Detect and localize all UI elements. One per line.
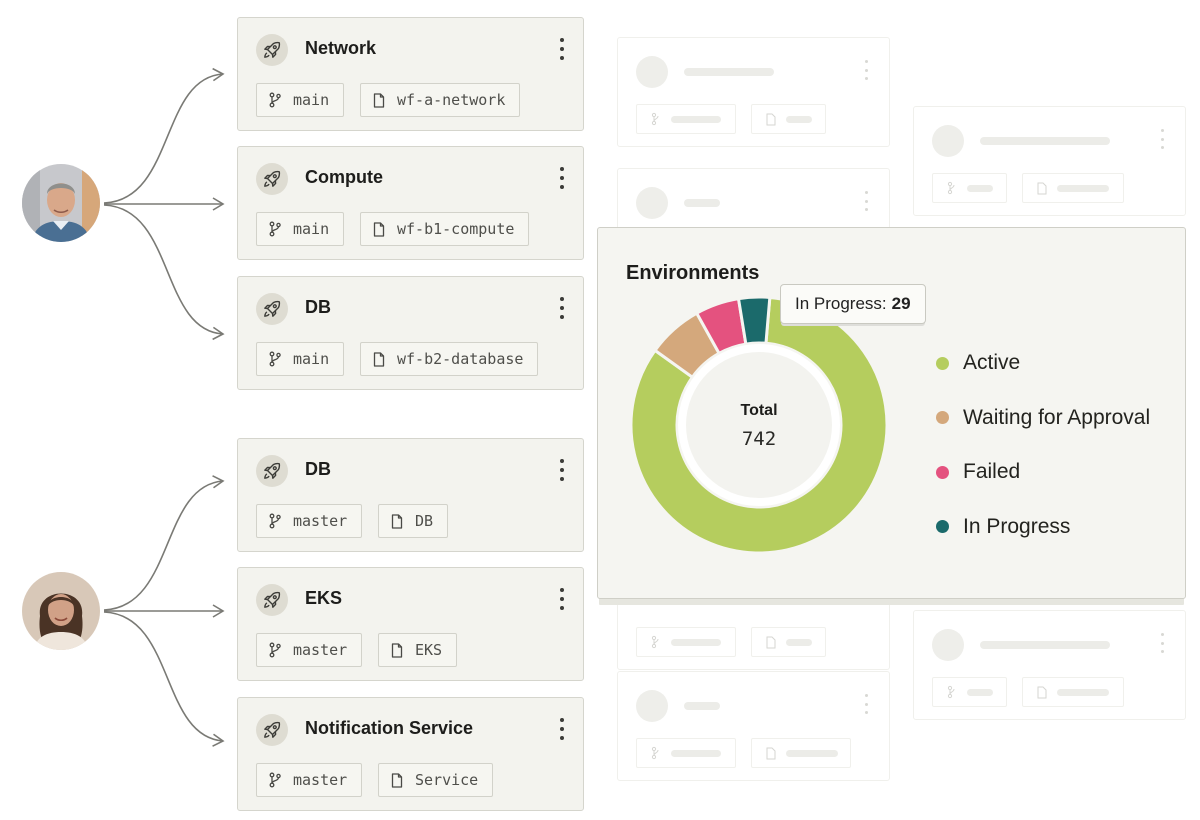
chart-tooltip: In Progress: 29 (780, 284, 926, 324)
legend-label: Waiting for Approval (963, 405, 1151, 429)
branch-tag[interactable]: main (256, 342, 345, 376)
branch-name: master (293, 512, 348, 530)
environments-donut-chart: Total 742 (629, 295, 889, 555)
more-vertical-icon[interactable] (557, 459, 567, 481)
ghost-card (617, 37, 890, 147)
donut-center-total: 742 (742, 428, 776, 450)
rocket-icon (256, 293, 288, 325)
legend-dot (936, 356, 949, 370)
file-icon (391, 513, 403, 529)
workflow-card-db[interactable]: DB master DB (237, 438, 584, 552)
file-tag[interactable]: wf-b2-database (360, 342, 539, 376)
donut-hole (686, 352, 832, 498)
legend-item-waiting-for-approval[interactable]: Waiting for Approval (936, 391, 1150, 446)
rocket-icon (256, 584, 288, 616)
file-tag[interactable]: wf-a-network (360, 83, 521, 117)
donut-slice-in-progress[interactable] (736, 295, 772, 346)
connector-notification (103, 611, 225, 747)
donut-center-label: Total (740, 402, 777, 419)
branch-name: main (293, 220, 330, 238)
connector-db-1 (103, 204, 225, 341)
file-icon (391, 772, 403, 788)
avatar-man (22, 164, 100, 242)
tooltip-label: In Progress: (795, 294, 887, 313)
connector-network (103, 67, 225, 204)
branch-tag[interactable]: main (256, 83, 345, 117)
workflow-card-notification-service[interactable]: Notification Service master Service (237, 697, 584, 811)
git-branch-icon (269, 351, 281, 367)
file-icon (373, 92, 385, 108)
more-vertical-icon[interactable] (557, 167, 567, 189)
more-vertical-icon[interactable] (557, 38, 567, 60)
panel-title: Environments (626, 262, 760, 284)
branch-tag[interactable]: master (256, 504, 363, 538)
branch-name: main (293, 350, 330, 368)
card-title: Notification Service (305, 718, 474, 738)
avatar-woman (22, 572, 100, 650)
card-title: DB (305, 459, 331, 479)
git-branch-icon (269, 642, 281, 658)
file-name: EKS (415, 641, 443, 659)
rocket-icon (256, 163, 288, 195)
git-branch-icon (269, 221, 281, 237)
file-icon (373, 221, 385, 237)
card-title: EKS (305, 588, 343, 608)
legend-item-active[interactable]: Active (936, 336, 1150, 391)
branch-name: master (293, 641, 348, 659)
file-tag[interactable]: EKS (378, 633, 458, 667)
file-icon (391, 642, 403, 658)
file-name: wf-b1-compute (397, 220, 515, 238)
legend-label: In Progress (963, 514, 1071, 538)
file-name: Service (415, 771, 479, 789)
rocket-icon (256, 455, 288, 487)
file-tag[interactable]: DB (378, 504, 449, 538)
more-vertical-icon[interactable] (557, 718, 567, 740)
more-vertical-icon[interactable] (557, 588, 567, 610)
branch-name: master (293, 771, 348, 789)
rocket-icon (256, 34, 288, 66)
legend-dot (936, 520, 949, 534)
git-branch-icon (269, 772, 281, 788)
file-tag[interactable]: wf-b1-compute (360, 212, 530, 246)
legend-item-in-progress[interactable]: In Progress (936, 500, 1150, 555)
card-title: Compute (305, 167, 383, 187)
legend-item-failed[interactable]: Failed (936, 445, 1150, 500)
connector-db-2 (103, 475, 225, 611)
file-tag[interactable]: Service (378, 763, 494, 797)
environments-panel: Environments Total 742 Active Waiting for … (597, 227, 1186, 599)
card-title: DB (305, 297, 331, 317)
legend-label: Active (963, 351, 1021, 375)
ghost-card (913, 610, 1186, 720)
donut-slice-active[interactable] (629, 295, 889, 555)
workflow-card-compute[interactable]: Compute main wf-b1-compute (237, 146, 584, 260)
branch-tag[interactable]: master (256, 633, 363, 667)
branch-name: main (293, 91, 330, 109)
branch-tag[interactable]: master (256, 763, 363, 797)
file-icon (373, 351, 385, 367)
workflow-card-network[interactable]: Network main wf-a-network (237, 17, 584, 131)
ghost-card (913, 106, 1186, 216)
tooltip-value: 29 (891, 294, 911, 313)
ghost-card (617, 671, 890, 781)
legend-label: Failed (963, 460, 1021, 484)
file-name: wf-b2-database (397, 350, 524, 368)
workflow-card-db[interactable]: DB main wf-b2-database (237, 276, 584, 390)
rocket-icon (256, 714, 288, 746)
git-branch-icon (269, 513, 281, 529)
more-vertical-icon[interactable] (557, 297, 567, 319)
file-name: wf-a-network (397, 91, 506, 109)
chart-legend: Active Waiting for Approval Failed In Progr… (936, 336, 1150, 554)
card-title: Network (305, 38, 377, 58)
branch-tag[interactable]: main (256, 212, 345, 246)
legend-dot (936, 411, 949, 425)
workflow-card-eks[interactable]: EKS master EKS (237, 567, 584, 681)
git-branch-icon (269, 92, 281, 108)
file-name: DB (415, 512, 434, 530)
legend-dot (936, 465, 949, 479)
